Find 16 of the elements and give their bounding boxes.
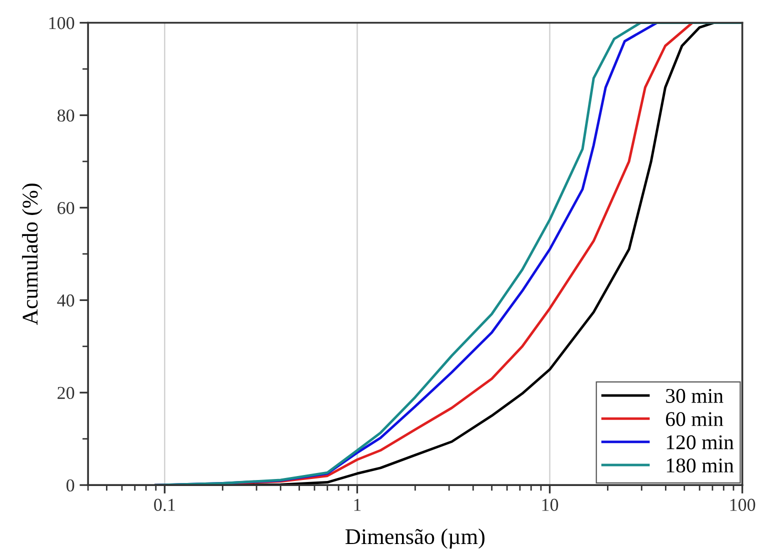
legend-label: 120 min xyxy=(666,435,734,450)
y-tick-label: 100 xyxy=(49,17,74,30)
legend-label: 60 min xyxy=(666,412,724,426)
y-tick-label: 40 xyxy=(57,294,74,307)
y-axis-title: Acumulado (%) xyxy=(22,184,42,325)
y-tick-label: 60 xyxy=(58,202,74,214)
legend-label: 180 min xyxy=(666,458,734,473)
x-tick-label: 1 xyxy=(354,498,361,511)
x-axis-title: Dimensão (µm) xyxy=(346,528,484,549)
legend-label: 30 min xyxy=(666,388,724,403)
y-tick-label: 80 xyxy=(57,109,74,122)
y-tick-label: 0 xyxy=(66,479,74,492)
x-tick-label: 0.1 xyxy=(154,498,175,512)
y-tick-label: 20 xyxy=(58,386,74,400)
x-tick-label: 100 xyxy=(730,498,756,511)
x-tick-label: 10 xyxy=(542,498,558,511)
